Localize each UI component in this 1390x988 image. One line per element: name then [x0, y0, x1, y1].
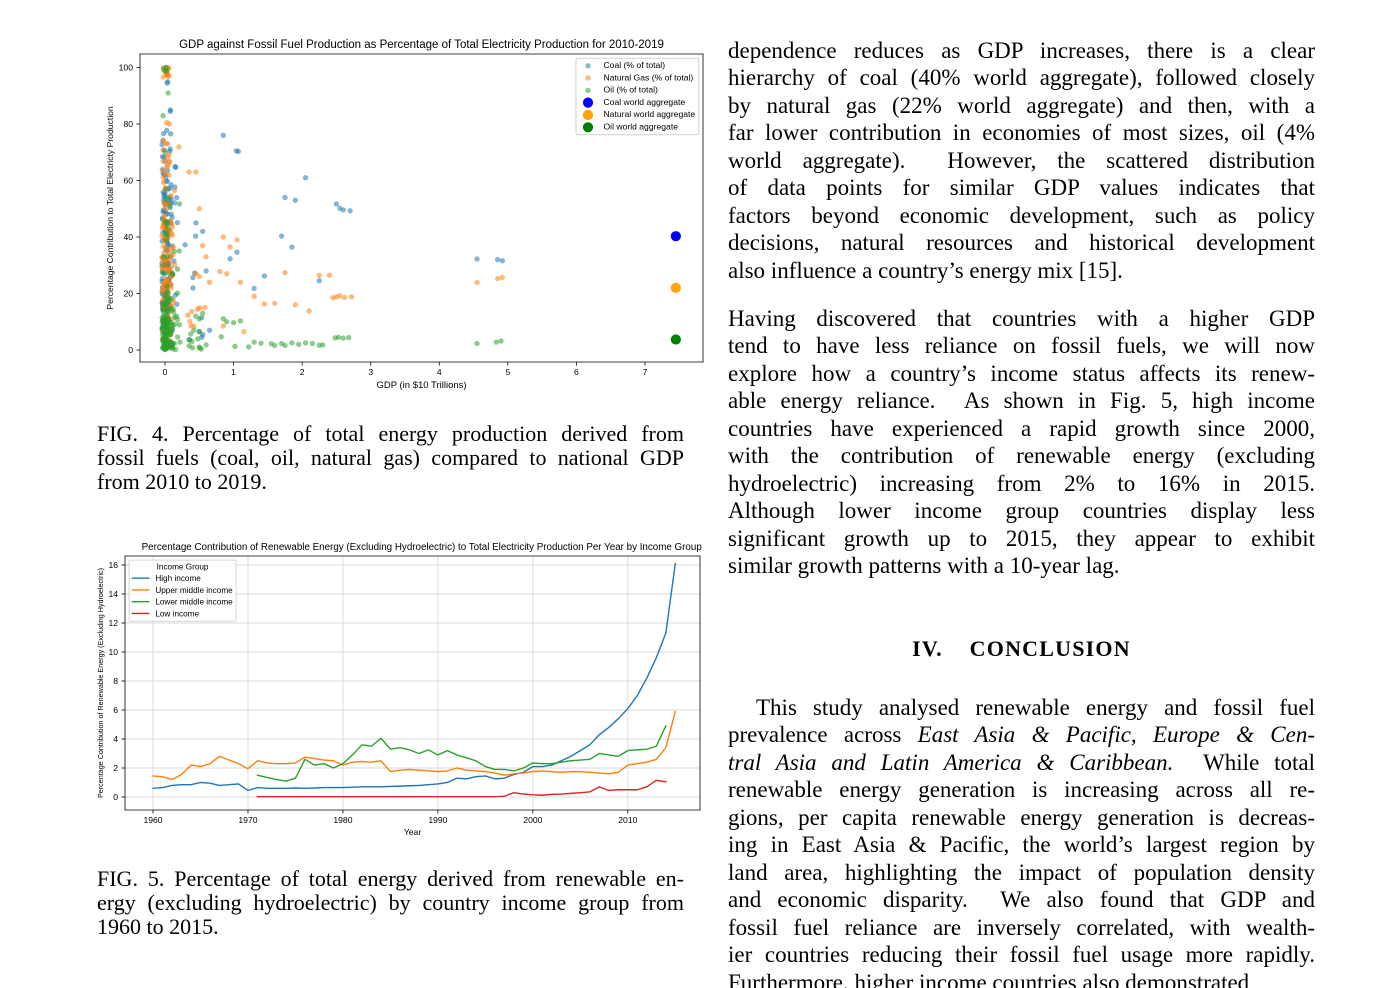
svg-text:4: 4: [437, 367, 442, 377]
svg-text:2: 2: [300, 367, 305, 377]
svg-text:Year: Year: [404, 827, 422, 837]
svg-text:Coal world aggregate: Coal world aggregate: [603, 97, 685, 107]
svg-text:Low income: Low income: [155, 609, 199, 618]
svg-text:Percentage Contribution to Tot: Percentage Contribution to Total Electri…: [105, 106, 115, 310]
svg-text:GDP against Fossil Fuel Produc: GDP against Fossil Fuel Production as Pe…: [179, 39, 664, 51]
svg-text:Natural Gas (% of total): Natural Gas (% of total): [603, 72, 693, 82]
svg-text:100: 100: [119, 63, 134, 73]
svg-text:2: 2: [113, 763, 118, 773]
svg-text:14: 14: [108, 589, 118, 599]
svg-text:20: 20: [123, 289, 133, 299]
svg-text:10: 10: [108, 647, 118, 657]
svg-text:1: 1: [231, 367, 236, 377]
svg-text:3: 3: [368, 367, 373, 377]
svg-text:High income: High income: [155, 574, 201, 583]
svg-text:4: 4: [113, 734, 118, 744]
svg-text:Coal (% of total): Coal (% of total): [603, 60, 665, 70]
svg-text:2000: 2000: [523, 815, 542, 825]
svg-text:Percentage Contribution of Ren: Percentage Contribution of Renewable Ene…: [96, 568, 105, 798]
svg-text:40: 40: [123, 232, 133, 242]
svg-text:6: 6: [574, 367, 579, 377]
svg-text:1960: 1960: [143, 815, 162, 825]
svg-text:1990: 1990: [428, 815, 447, 825]
svg-text:7: 7: [643, 367, 648, 377]
svg-text:1970: 1970: [238, 815, 257, 825]
svg-text:6: 6: [113, 705, 118, 715]
svg-text:8: 8: [113, 676, 118, 686]
svg-text:80: 80: [123, 119, 133, 129]
svg-text:Income Group: Income Group: [157, 562, 209, 571]
svg-text:5: 5: [505, 367, 510, 377]
svg-text:Natural world aggregate: Natural world aggregate: [603, 109, 695, 119]
svg-text:Percentage Contribution of Ren: Percentage Contribution of Renewable Ene…: [142, 542, 703, 553]
svg-text:GDP (in $10 Trillions): GDP (in $10 Trillions): [376, 380, 466, 391]
svg-text:1980: 1980: [333, 815, 352, 825]
svg-text:Oil world aggregate: Oil world aggregate: [603, 122, 678, 132]
svg-text:0: 0: [163, 367, 168, 377]
svg-text:0: 0: [113, 792, 118, 802]
svg-text:Oil (% of total): Oil (% of total): [603, 85, 658, 95]
svg-text:12: 12: [108, 618, 118, 628]
svg-text:Lower middle income: Lower middle income: [155, 598, 233, 607]
svg-text:16: 16: [108, 560, 118, 570]
svg-text:0: 0: [128, 345, 133, 355]
svg-text:60: 60: [123, 176, 133, 186]
svg-text:Upper middle income: Upper middle income: [155, 586, 233, 595]
svg-text:2010: 2010: [618, 815, 637, 825]
